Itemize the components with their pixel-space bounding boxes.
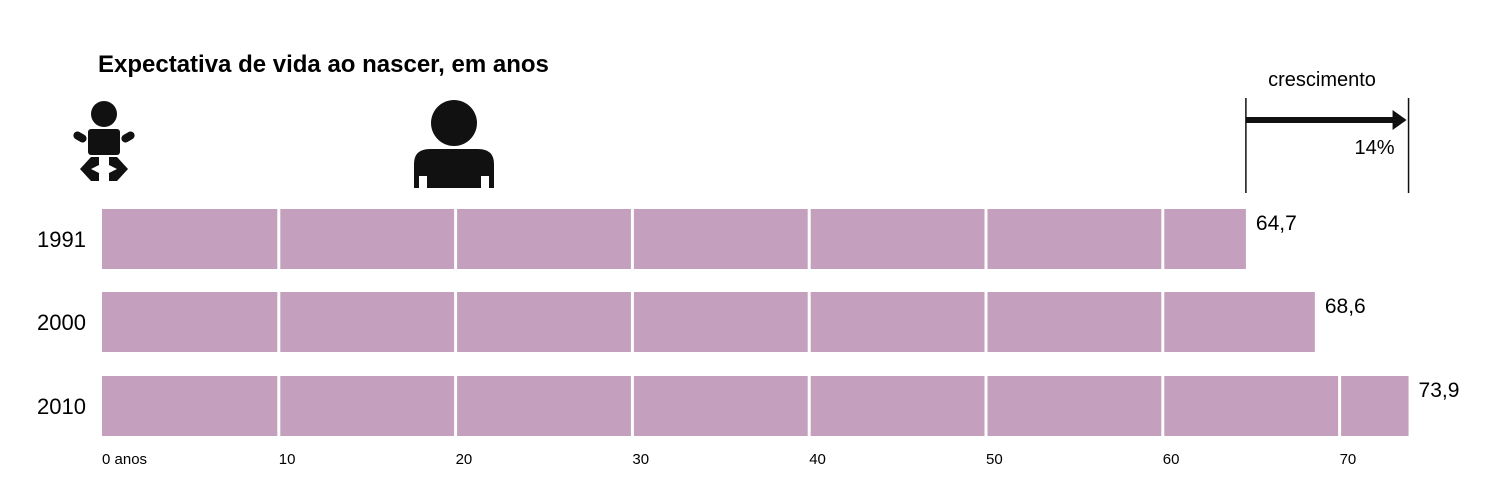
baby-icon <box>73 101 135 181</box>
growth-label: crescimento <box>1268 69 1376 91</box>
x-tick-label: 0 anos <box>102 451 147 468</box>
bars-group: 1991 64,7 2000 68,6 2010 73,9 <box>37 209 1459 436</box>
chart-title: Expectativa de vida ao nascer, em anos <box>98 51 549 78</box>
bar-2000 <box>102 292 1315 352</box>
year-label: 2010 <box>37 394 86 419</box>
growth-value: 14% <box>1355 137 1395 159</box>
growth-annotation: crescimento 14% <box>1245 69 1410 193</box>
growth-arrow-head <box>1392 110 1407 130</box>
value-label: 68,6 <box>1325 295 1366 318</box>
value-label: 64,7 <box>1256 212 1297 235</box>
year-label: 1991 <box>37 227 86 252</box>
x-tick-label: 40 <box>809 451 826 468</box>
x-tick-label: 60 <box>1163 451 1180 468</box>
adult-icon <box>414 100 494 188</box>
x-tick-label: 50 <box>986 451 1003 468</box>
year-label: 2000 <box>37 310 86 335</box>
bar-2010 <box>102 376 1409 436</box>
x-tick-label: 20 <box>456 451 473 468</box>
x-tick-label: 70 <box>1340 451 1357 468</box>
value-label: 73,9 <box>1419 379 1460 402</box>
bar-1991 <box>102 209 1246 269</box>
x-tick-label: 30 <box>632 451 649 468</box>
x-axis-ticks: 0 anos 10 20 30 40 50 60 70 <box>102 451 1356 468</box>
x-tick-label: 10 <box>279 451 296 468</box>
